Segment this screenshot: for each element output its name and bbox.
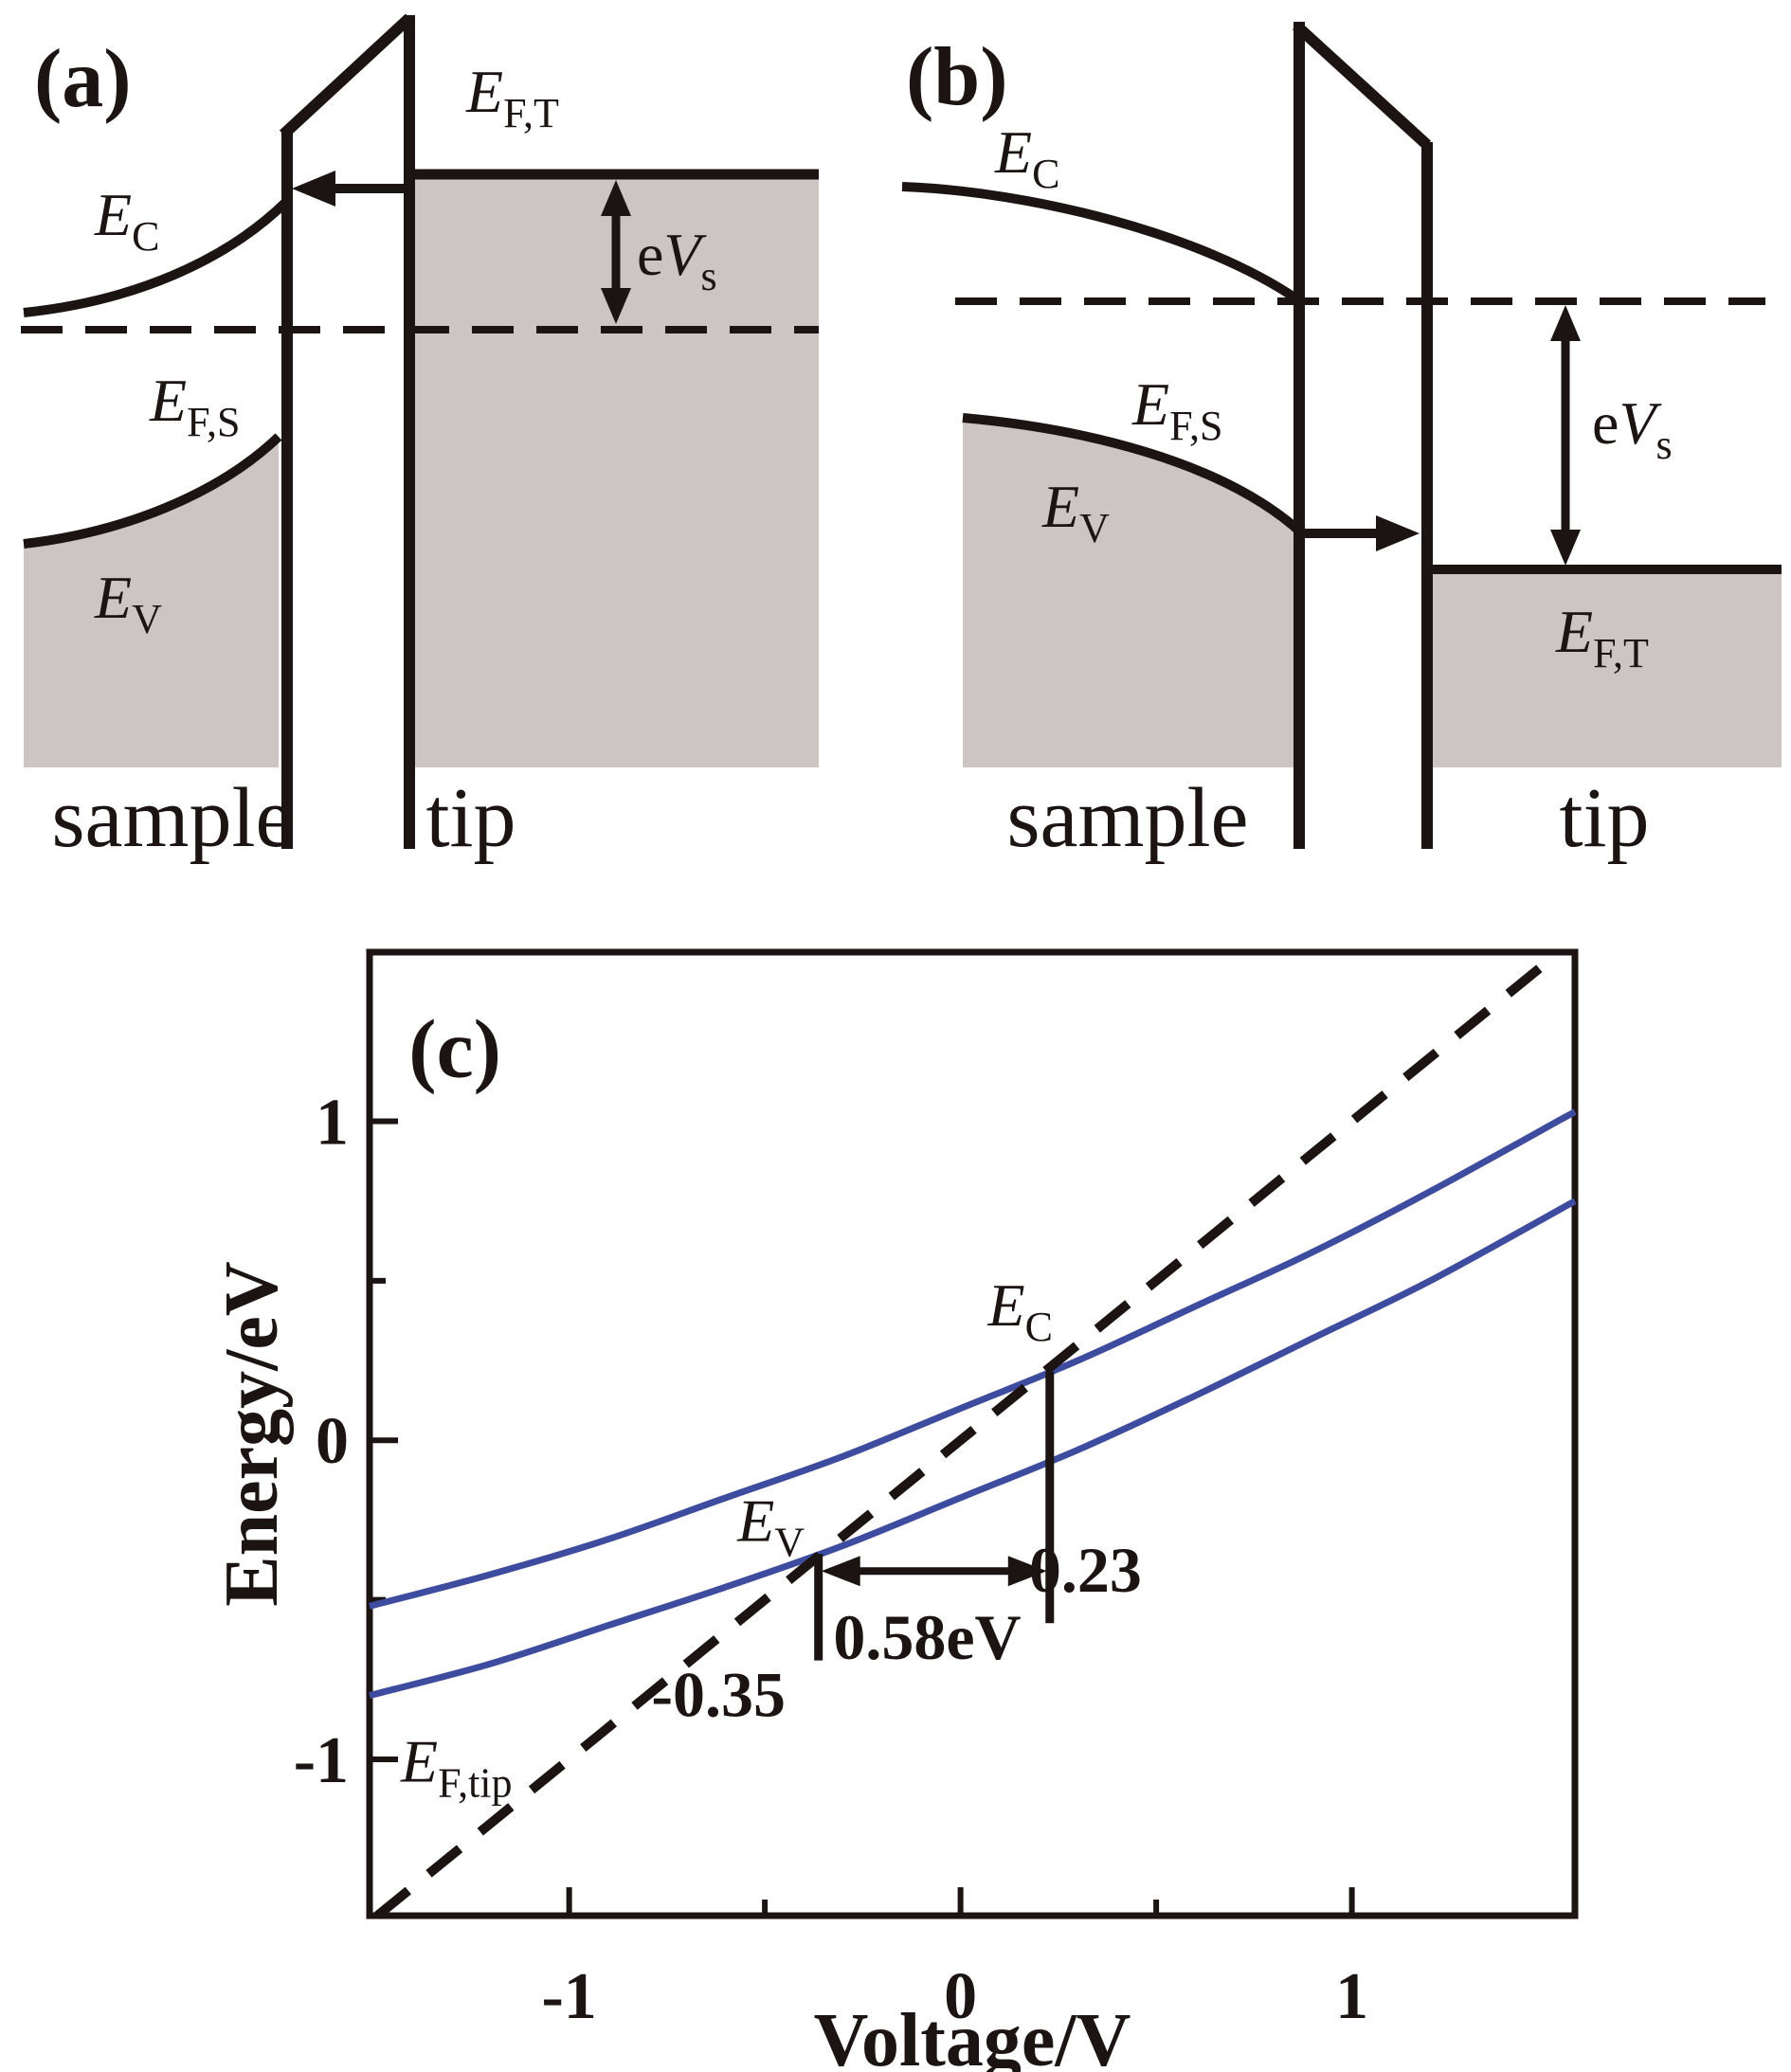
eftip-line-label: EF,tip [400, 1728, 512, 1807]
ev-curve-label: EV [736, 1486, 805, 1565]
panel-a-tag: (a) [34, 33, 132, 125]
panel-c-tag: (c) [408, 1003, 501, 1095]
ec-label-a: EC [94, 181, 159, 260]
efs-label-a: EF,S [149, 367, 241, 445]
ec-onset-value: 0.23 [1029, 1534, 1142, 1606]
eft-label-a: EF,T [465, 58, 559, 136]
tip-label-a: tip [425, 771, 516, 865]
plot-border [366, 948, 1579, 1919]
conduction-band-edge-curve [369, 1108, 1577, 1610]
ev-onset-value: -0.35 [651, 1659, 786, 1731]
eft-label-b: EF,T [1555, 598, 1649, 676]
band-diagram-panels-ab: (a) EC EF,S EV EF,T eVs sample tip [21, 13, 1782, 865]
x-axis-title: Voltage/V [814, 1999, 1131, 2072]
evs-double-arrow-a [601, 180, 631, 324]
ec-curve-label: EC [987, 1271, 1053, 1350]
sample-label-a: sample [52, 771, 294, 865]
ev-label-b: EV [1041, 473, 1110, 551]
conduction-band-curve-b [901, 182, 1300, 304]
ev-label-a: EV [94, 564, 162, 642]
tip-filled-region-b [1433, 574, 1782, 767]
tip-fermi-dashed-line [374, 948, 1563, 1919]
barrier-top-slant-b [1292, 21, 1432, 150]
x-tick-label: 1 [1335, 1960, 1368, 2033]
efs-label-b: EF,S [1131, 370, 1223, 449]
y-tick-label: 0 [316, 1405, 349, 1478]
y-axis-title: Energy/eV [210, 1261, 294, 1606]
energy-vs-voltage-chart: -1 0 1 1 0 -1 Voltage/V Energy/eV -0.35 0.230.58e… [210, 948, 1579, 2072]
barrier-top-slant-a [279, 13, 414, 139]
valence-band-curve-a [23, 433, 282, 549]
evs-double-arrow-b [1550, 305, 1581, 566]
valence-band-curve-b [962, 413, 1306, 537]
conduction-band-curve-a [23, 197, 291, 317]
panel-a: (a) EC EF,S EV EF,T eVs sample tip [21, 13, 819, 865]
evs-label-b: eVs [1592, 389, 1673, 468]
ec-label-b: EC [994, 118, 1059, 197]
sample-filled-region-a [24, 437, 279, 767]
valence-band-edge-curve [369, 1198, 1577, 1700]
sample-filled-region-b [963, 422, 1299, 767]
y-tick-label: 1 [316, 1086, 349, 1159]
y-tick-label: -1 [294, 1724, 349, 1797]
x-tick-label: 0 [944, 1960, 977, 2033]
tip-label-b: tip [1559, 771, 1649, 865]
band-gap-arrow-right-head [1007, 1556, 1047, 1587]
panel-b: (b) EC EF,S EV EF,T eVs sample tip [901, 21, 1782, 865]
tunneling-arrow-a [292, 171, 405, 207]
tunneling-arrow-b [1305, 515, 1420, 551]
x-tick-label: -1 [541, 1960, 596, 2033]
band-gap-value: 0.58eV [833, 1601, 1021, 1673]
panel-b-tag: (b) [906, 31, 1008, 123]
sample-label-b: sample [1007, 771, 1249, 865]
evs-label-a: eVs [637, 221, 717, 299]
band-gap-arrow-left-head [821, 1556, 860, 1587]
